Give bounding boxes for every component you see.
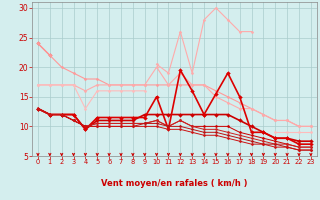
X-axis label: Vent moyen/en rafales ( km/h ): Vent moyen/en rafales ( km/h ) [101,179,248,188]
